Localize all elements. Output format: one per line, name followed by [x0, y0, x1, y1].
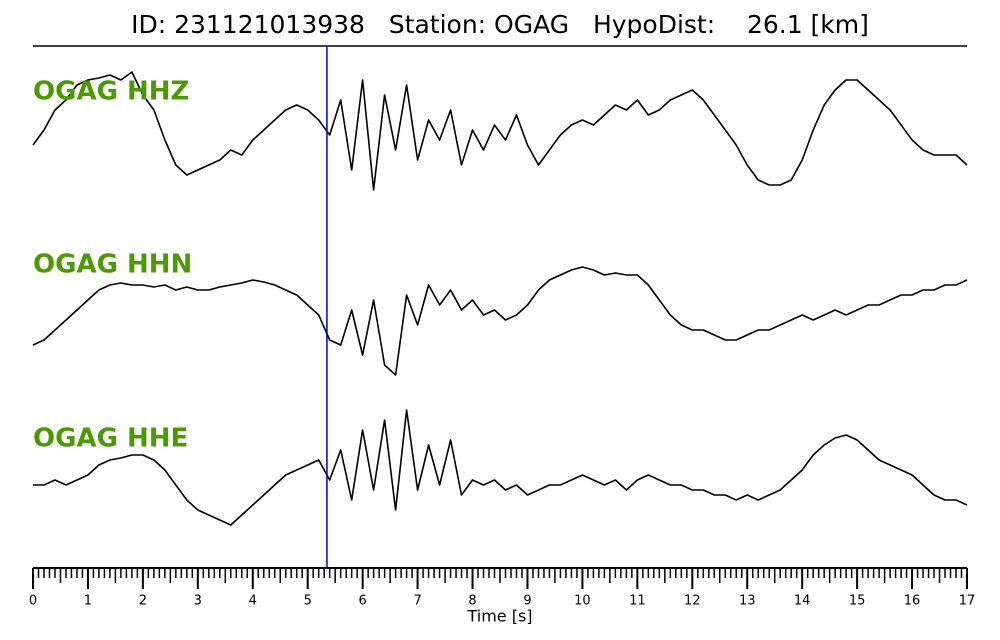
x-tick-label: 3 — [194, 594, 202, 609]
x-tick-label: 16 — [904, 594, 921, 609]
x-tick-label: 12 — [684, 594, 701, 609]
x-tick-label: 13 — [739, 594, 756, 609]
x-tick-label: 1 — [84, 594, 92, 609]
x-tick-label: 6 — [359, 594, 367, 609]
chart-title: ID: 231121013938 Station: OGAG HypoDist:… — [131, 10, 869, 39]
x-tick-label: 0 — [29, 594, 37, 609]
x-tick-label: 9 — [523, 594, 531, 609]
x-tick-label: 15 — [849, 594, 866, 609]
waveform — [32, 266, 968, 376]
trace-label: OGAG HHZ — [33, 77, 189, 107]
trace-label: OGAG HHE — [33, 424, 188, 454]
waveform — [33, 409, 968, 526]
x-tick-label: 10 — [574, 594, 591, 609]
x-tick-label: 8 — [468, 594, 476, 609]
x-tick-label: 14 — [794, 594, 811, 609]
x-tick-label: 2 — [139, 594, 147, 609]
x-tick-label: 11 — [629, 594, 646, 609]
waveform — [32, 71, 968, 191]
x-tick-label: 4 — [249, 594, 257, 609]
x-tick-label: 5 — [304, 594, 312, 609]
trace-label: OGAG HHN — [33, 250, 192, 280]
x-axis-label: Time [s] — [466, 607, 532, 626]
x-tick-label: 17 — [959, 594, 976, 609]
x-tick-label: 7 — [413, 594, 421, 609]
